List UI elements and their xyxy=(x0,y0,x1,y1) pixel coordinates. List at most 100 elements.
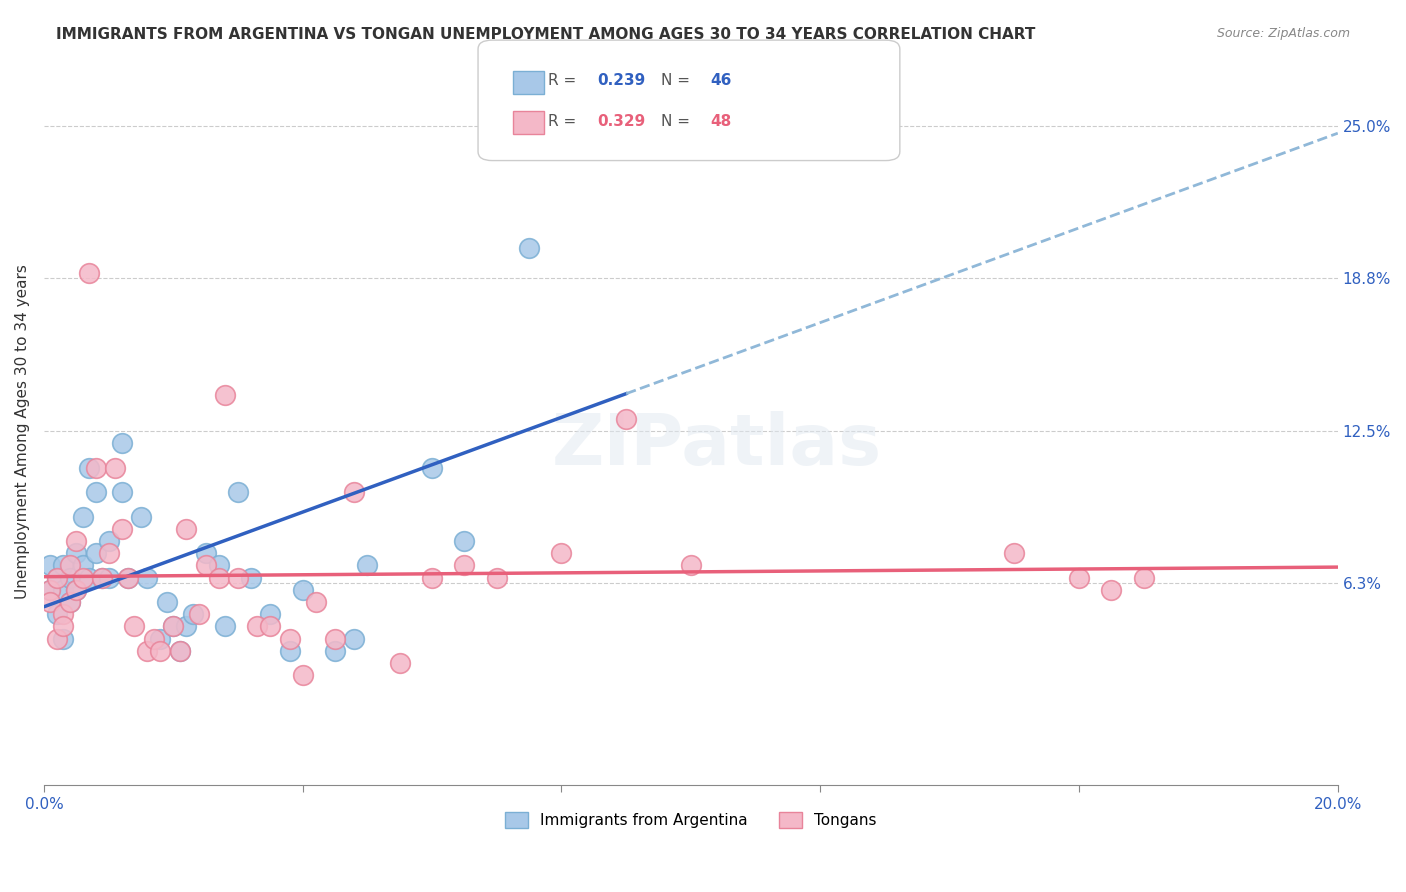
Point xyxy=(343,485,366,500)
Text: 0.239: 0.239 xyxy=(598,73,645,88)
Point xyxy=(110,436,132,450)
Point xyxy=(356,558,378,573)
Point xyxy=(39,582,62,597)
Point xyxy=(1132,571,1154,585)
Point xyxy=(614,412,637,426)
Point xyxy=(214,387,236,401)
Point xyxy=(207,558,229,573)
Point xyxy=(1002,546,1025,560)
Point xyxy=(52,632,75,646)
Point xyxy=(149,632,172,646)
Point xyxy=(91,571,114,585)
Point xyxy=(97,534,120,549)
Point xyxy=(59,558,82,573)
Point xyxy=(259,619,281,633)
Point xyxy=(72,509,94,524)
Point xyxy=(65,534,87,549)
Point xyxy=(45,632,67,646)
Point xyxy=(52,582,75,597)
Point xyxy=(39,582,62,597)
Point xyxy=(239,571,262,585)
Point xyxy=(72,558,94,573)
Point xyxy=(453,534,475,549)
Point xyxy=(104,461,127,475)
Point xyxy=(97,571,120,585)
Point xyxy=(117,571,139,585)
Point xyxy=(194,558,217,573)
Point xyxy=(259,607,281,622)
Point xyxy=(388,656,411,670)
Text: IMMIGRANTS FROM ARGENTINA VS TONGAN UNEMPLOYMENT AMONG AGES 30 TO 34 YEARS CORRE: IMMIGRANTS FROM ARGENTINA VS TONGAN UNEM… xyxy=(56,27,1036,42)
Point xyxy=(59,571,82,585)
Text: R =: R = xyxy=(548,114,582,129)
Y-axis label: Unemployment Among Ages 30 to 34 years: Unemployment Among Ages 30 to 34 years xyxy=(15,264,30,599)
Point xyxy=(97,546,120,560)
Point xyxy=(278,632,301,646)
Point xyxy=(72,571,94,585)
Point xyxy=(614,95,637,109)
Point xyxy=(45,571,67,585)
Point xyxy=(162,619,184,633)
Point xyxy=(65,582,87,597)
Point xyxy=(194,546,217,560)
Point xyxy=(517,241,540,255)
Point xyxy=(181,607,204,622)
Point xyxy=(45,607,67,622)
Point xyxy=(84,546,107,560)
Point xyxy=(420,571,443,585)
Point xyxy=(162,619,184,633)
Point xyxy=(52,558,75,573)
Text: 46: 46 xyxy=(710,73,731,88)
Point xyxy=(323,644,346,658)
Point xyxy=(174,619,197,633)
Point xyxy=(323,632,346,646)
Point xyxy=(59,595,82,609)
Point xyxy=(1099,582,1122,597)
Point xyxy=(129,509,152,524)
Point xyxy=(207,571,229,585)
Point xyxy=(420,461,443,475)
Point xyxy=(110,522,132,536)
Text: Source: ZipAtlas.com: Source: ZipAtlas.com xyxy=(1216,27,1350,40)
Point xyxy=(679,558,702,573)
Point xyxy=(52,607,75,622)
Point xyxy=(45,571,67,585)
Text: R =: R = xyxy=(548,73,582,88)
Point xyxy=(77,266,100,280)
Point xyxy=(343,632,366,646)
Point xyxy=(1067,571,1090,585)
Point xyxy=(65,546,87,560)
Legend: Immigrants from Argentina, Tongans: Immigrants from Argentina, Tongans xyxy=(499,805,883,834)
Text: ZIPatlas: ZIPatlas xyxy=(551,411,882,480)
Point xyxy=(550,546,572,560)
Point xyxy=(77,571,100,585)
Point xyxy=(188,607,211,622)
Point xyxy=(214,619,236,633)
Point xyxy=(291,668,314,682)
Point xyxy=(110,485,132,500)
Point xyxy=(39,595,62,609)
Text: N =: N = xyxy=(661,114,695,129)
Point xyxy=(136,644,159,658)
Point xyxy=(52,619,75,633)
Text: 48: 48 xyxy=(710,114,731,129)
Point xyxy=(485,571,508,585)
Point xyxy=(142,632,165,646)
Point xyxy=(226,485,249,500)
Point xyxy=(169,644,191,658)
Point xyxy=(117,571,139,585)
Point xyxy=(65,582,87,597)
Point xyxy=(278,644,301,658)
Point xyxy=(59,595,82,609)
Text: 0.329: 0.329 xyxy=(598,114,645,129)
Point xyxy=(84,461,107,475)
Point xyxy=(39,558,62,573)
Point xyxy=(77,461,100,475)
Point xyxy=(124,619,146,633)
Point xyxy=(91,571,114,585)
Point xyxy=(246,619,269,633)
Point xyxy=(453,558,475,573)
Point xyxy=(304,595,326,609)
Point xyxy=(226,571,249,585)
Point xyxy=(291,582,314,597)
